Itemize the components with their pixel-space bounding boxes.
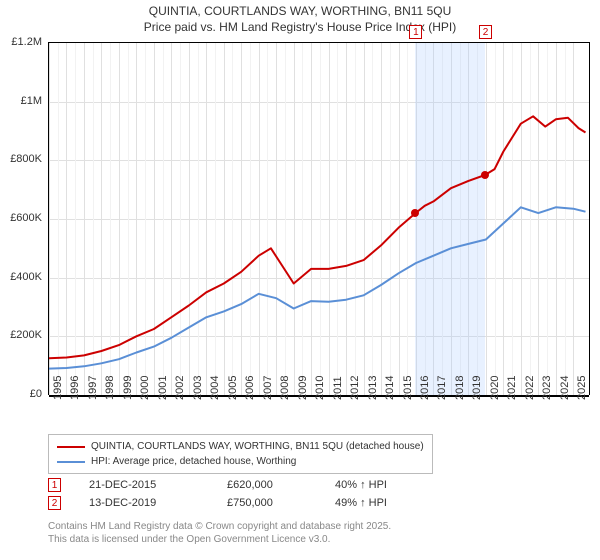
sale-marker-label-1: 1 [409,25,422,39]
sale-row-1: 1 21-DEC-2015 £620,000 40% ↑ HPI [48,476,445,494]
x-axis-label: 2006 [244,376,256,400]
x-axis-label: 2010 [314,376,326,400]
x-axis-label: 2007 [262,376,274,400]
title-line-1: QUINTIA, COURTLANDS WAY, WORTHING, BN11 … [0,4,600,20]
legend-item-property: QUINTIA, COURTLANDS WAY, WORTHING, BN11 … [57,439,424,454]
legend-label: QUINTIA, COURTLANDS WAY, WORTHING, BN11 … [91,439,424,454]
y-axis-label: £1.2M [11,36,42,48]
x-axis-label: 2023 [541,376,553,400]
sale-date: 21-DEC-2015 [89,479,199,491]
legend-swatch [57,461,85,463]
y-axis-label: £400K [10,271,42,283]
x-axis-label: 2001 [157,376,169,400]
y-axis-label: £800K [10,153,42,165]
title-block: QUINTIA, COURTLANDS WAY, WORTHING, BN11 … [0,0,600,35]
x-axis-label: 2021 [506,376,518,400]
chart-area: 12 £0£200K£400K£600K£800K£1M£1.2M 199519… [48,42,588,394]
x-axis-label: 2005 [227,376,239,400]
x-axis-label: 2020 [489,376,501,400]
legend: QUINTIA, COURTLANDS WAY, WORTHING, BN11 … [48,434,433,474]
sale-price: £750,000 [227,497,307,509]
x-axis-label: 1998 [104,376,116,400]
y-axis-label: £0 [30,388,42,400]
title-line-2: Price paid vs. HM Land Registry's House … [0,20,600,36]
series-property [49,116,586,358]
x-axis-label: 1995 [52,376,64,400]
x-axis-label: 2004 [209,376,221,400]
x-axis-label: 2008 [279,376,291,400]
y-axis-label: £600K [10,212,42,224]
x-axis-label: 2009 [297,376,309,400]
x-axis-label: 2016 [419,376,431,400]
x-axis-label: 2012 [349,376,361,400]
sale-marker-2: 2 [48,496,61,510]
x-axis-label: 2002 [174,376,186,400]
sale-marker-label-2: 2 [479,25,492,39]
x-axis-label: 2025 [576,376,588,400]
footer-line-1: Contains HM Land Registry data © Crown c… [48,520,391,533]
x-axis-label: 1999 [122,376,134,400]
x-axis-label: 2024 [559,376,571,400]
line-svg [49,43,589,395]
sales-table: 1 21-DEC-2015 £620,000 40% ↑ HPI 2 13-DE… [48,476,445,512]
plot-region: 12 [48,42,590,395]
legend-item-hpi: HPI: Average price, detached house, Wort… [57,454,424,469]
legend-label: HPI: Average price, detached house, Wort… [91,454,296,469]
x-axis-label: 2019 [471,376,483,400]
footer: Contains HM Land Registry data © Crown c… [48,520,391,546]
sale-pct: 49% ↑ HPI [335,497,445,509]
x-axis-label: 2000 [139,376,151,400]
x-axis-label: 2003 [192,376,204,400]
y-axis-label: £200K [10,329,42,341]
y-axis-label: £1M [21,95,42,107]
x-axis-label: 2018 [454,376,466,400]
footer-line-2: This data is licensed under the Open Gov… [48,533,391,546]
sale-price: £620,000 [227,479,307,491]
x-axis-label: 1997 [87,376,99,400]
legend-swatch [57,446,85,448]
x-axis-label: 1996 [69,376,81,400]
x-axis-label: 2014 [384,376,396,400]
x-axis-label: 2017 [436,376,448,400]
sale-dot-2 [481,171,489,179]
x-axis-label: 2022 [524,376,536,400]
sale-row-2: 2 13-DEC-2019 £750,000 49% ↑ HPI [48,494,445,512]
sale-pct: 40% ↑ HPI [335,479,445,491]
sale-date: 13-DEC-2019 [89,497,199,509]
series-hpi [49,207,586,368]
chart-container: QUINTIA, COURTLANDS WAY, WORTHING, BN11 … [0,0,600,560]
x-axis-label: 2015 [402,376,414,400]
sale-marker-1: 1 [48,478,61,492]
sale-dot-1 [411,209,419,217]
x-axis-label: 2011 [332,376,344,400]
x-axis-label: 2013 [367,376,379,400]
